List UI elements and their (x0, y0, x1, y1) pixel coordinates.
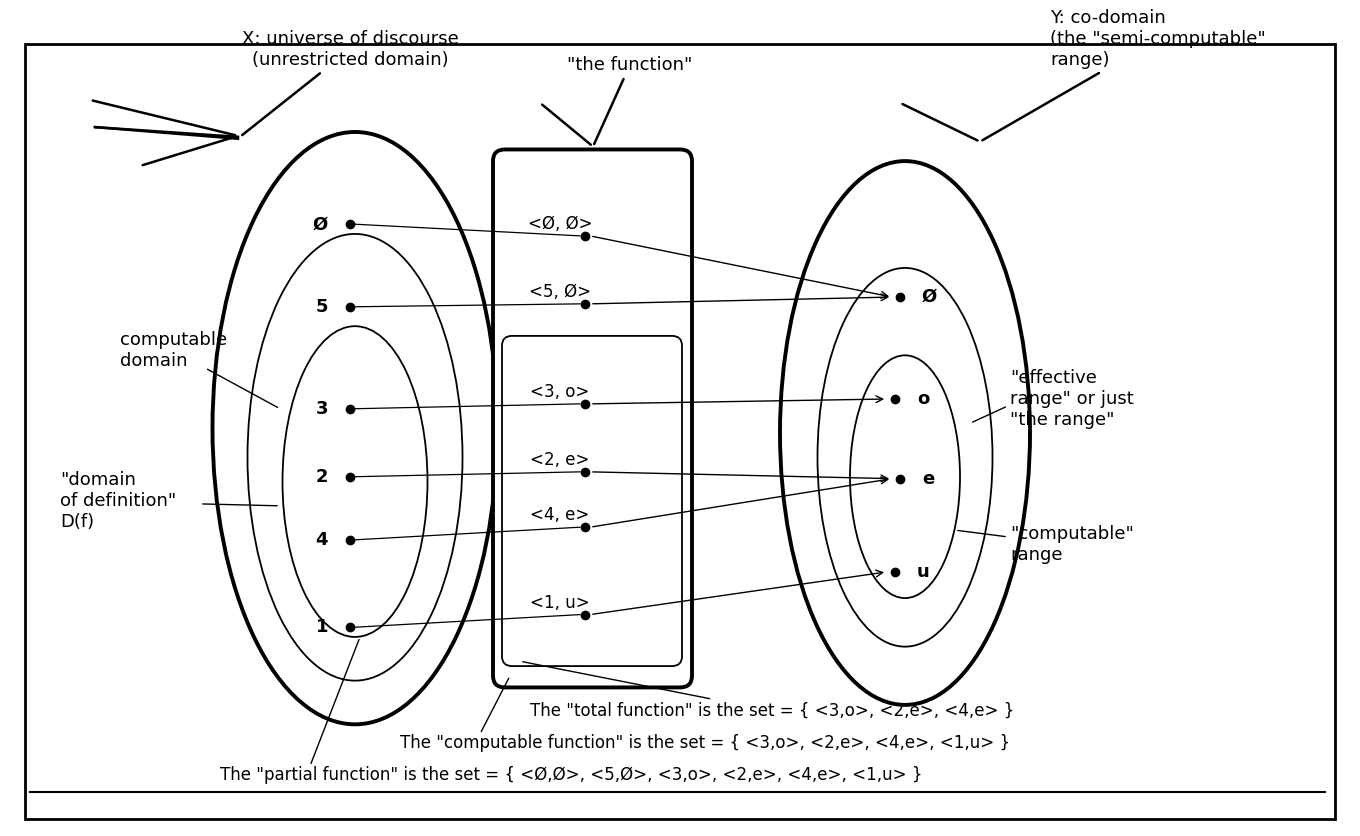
Text: 2: 2 (316, 467, 328, 486)
Text: o: o (917, 390, 929, 408)
Text: Y: co-domain
(the "semi-computable"
range): Y: co-domain (the "semi-computable" rang… (982, 9, 1266, 140)
Ellipse shape (817, 268, 993, 646)
Text: <4, e>: <4, e> (530, 507, 590, 524)
Text: <Ø, Ø>: <Ø, Ø> (528, 215, 593, 233)
Text: X: universe of discourse
(unrestricted domain): X: universe of discourse (unrestricted d… (242, 30, 458, 135)
Text: <5, Ø>: <5, Ø> (529, 283, 592, 301)
Text: 1: 1 (316, 618, 328, 636)
Text: Ø: Ø (922, 288, 937, 306)
Text: <2, e>: <2, e> (530, 451, 590, 469)
Text: <3, o>: <3, o> (530, 383, 590, 401)
FancyBboxPatch shape (502, 336, 681, 666)
Ellipse shape (850, 355, 960, 598)
Text: "the function": "the function" (567, 56, 692, 144)
Text: <1, u>: <1, u> (530, 594, 590, 612)
Text: e: e (922, 470, 934, 487)
Text: The "total function" is the set = { <3,o>, <2,e>, <4,e> }: The "total function" is the set = { <3,o… (522, 662, 1015, 720)
Ellipse shape (283, 326, 427, 637)
Text: 4: 4 (316, 531, 328, 548)
Ellipse shape (781, 161, 1030, 705)
Text: 3: 3 (316, 400, 328, 418)
FancyBboxPatch shape (24, 43, 1336, 818)
Text: u: u (917, 563, 930, 581)
Text: The "computable function" is the set = { <3,o>, <2,e>, <4,e>, <1,u> }: The "computable function" is the set = {… (400, 734, 1010, 752)
Text: "computable"
range: "computable" range (1010, 525, 1134, 564)
Text: The "partial function" is the set = { <Ø,Ø>, <5,Ø>, <3,o>, <2,e>, <4,e>, <1,u> }: The "partial function" is the set = { <Ø… (220, 766, 922, 784)
Text: "effective
range" or just
"the range": "effective range" or just "the range" (1010, 370, 1134, 429)
Text: "domain
of definition"
D(f): "domain of definition" D(f) (60, 472, 177, 531)
Ellipse shape (248, 234, 462, 681)
Ellipse shape (212, 132, 498, 724)
FancyBboxPatch shape (492, 150, 692, 687)
Text: 5: 5 (316, 298, 328, 316)
Text: Ø: Ø (313, 215, 328, 233)
Text: computable
domain: computable domain (120, 331, 227, 370)
